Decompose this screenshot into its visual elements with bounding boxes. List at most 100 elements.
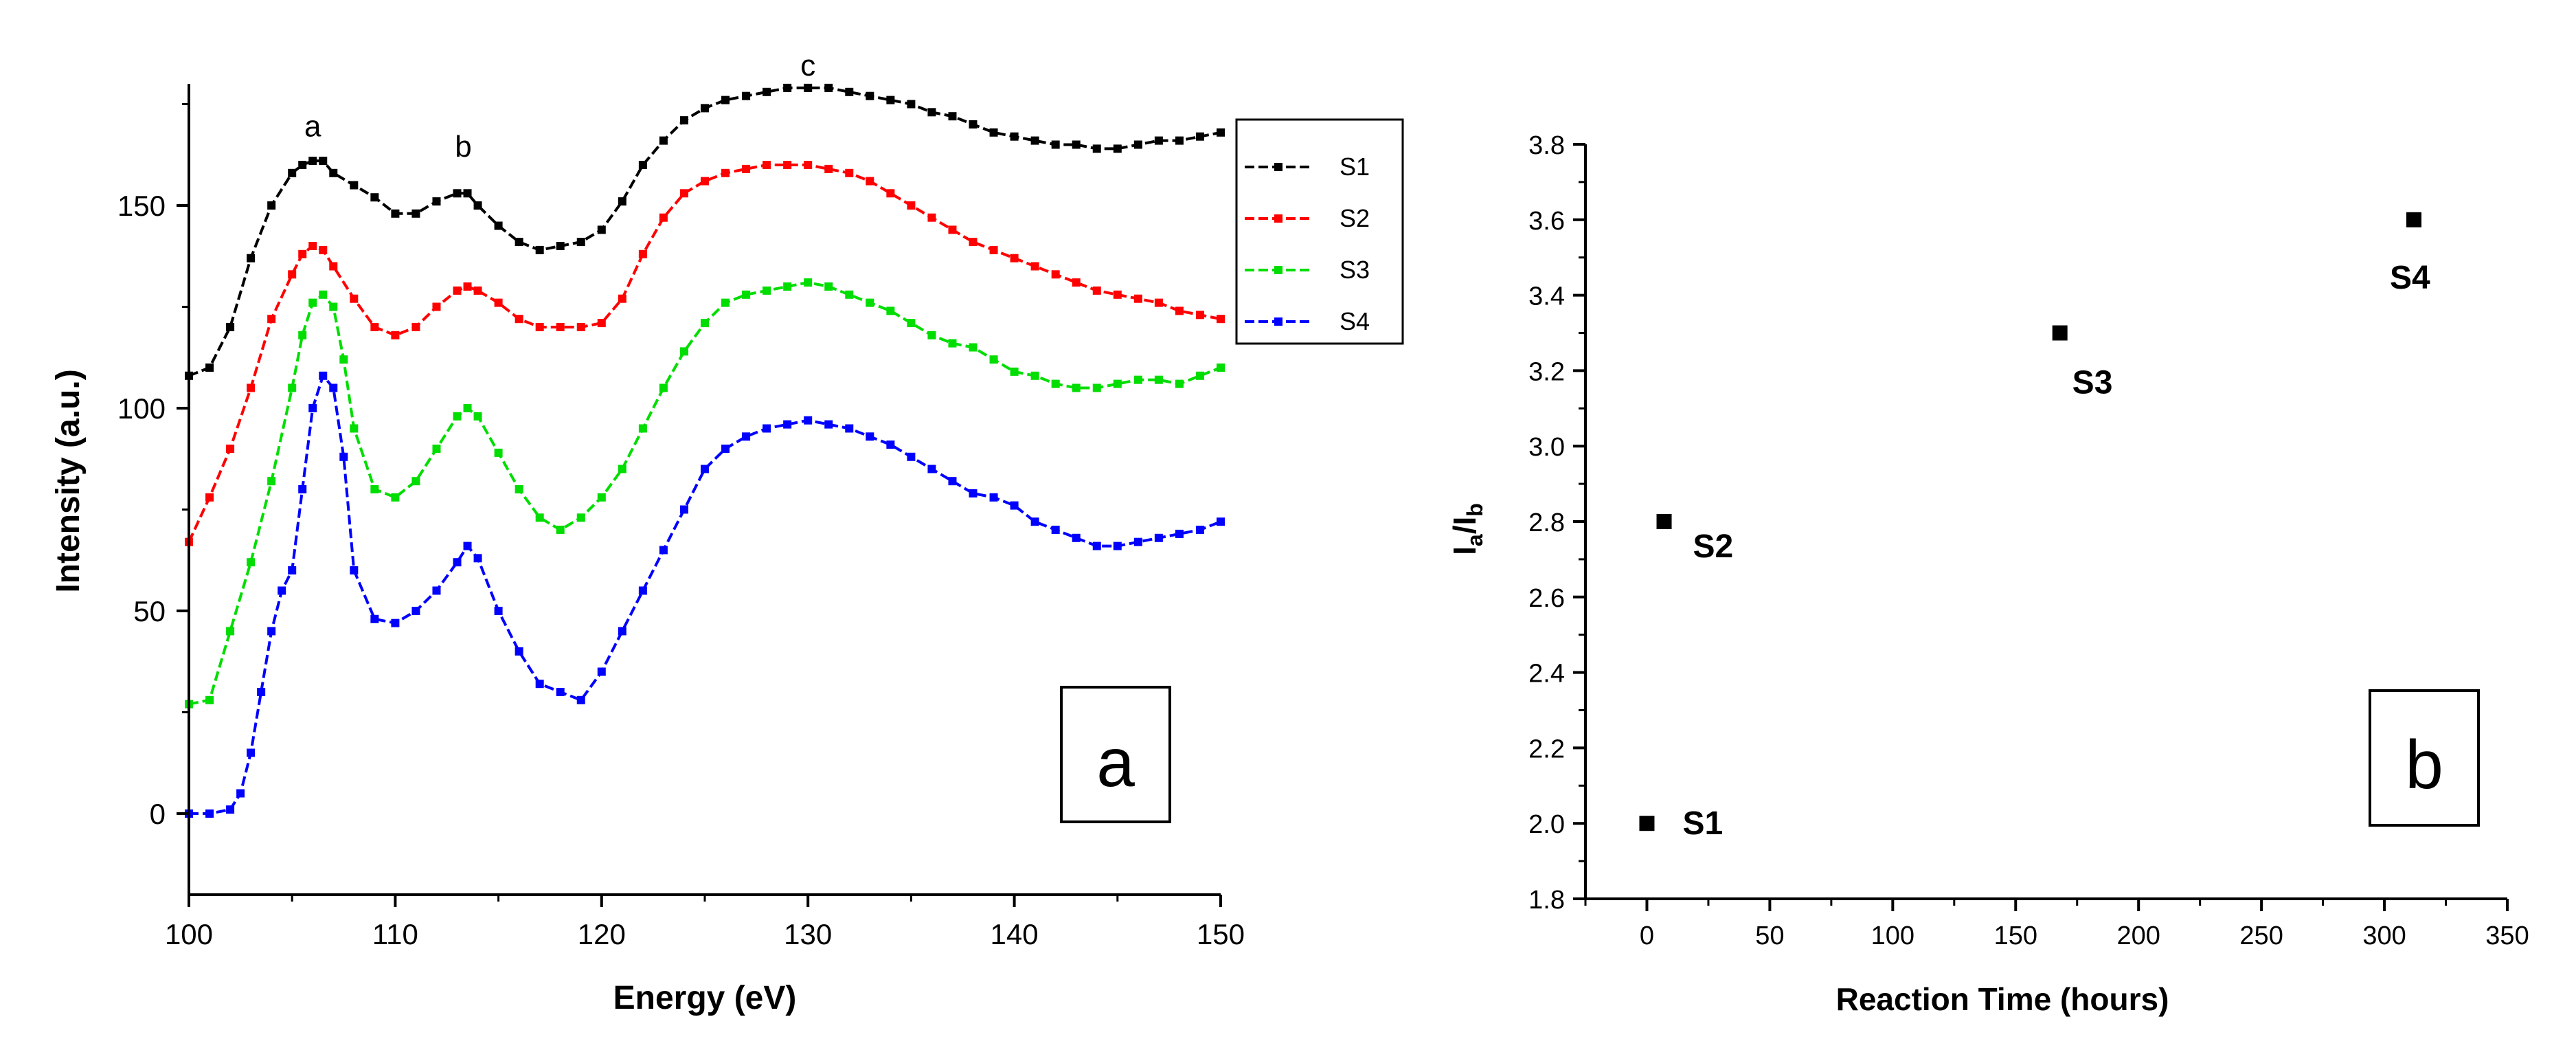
data-point-s1 [226, 323, 235, 331]
x-tick-label: 150 [1994, 921, 2037, 950]
data-point-s3 [1051, 379, 1060, 388]
data-point-s4 [391, 618, 400, 627]
data-point-s4 [638, 586, 647, 595]
data-point-s3 [1175, 379, 1184, 388]
data-point-s2 [1656, 514, 1672, 529]
x-ticks: 100 110 120 130 140 150 [165, 895, 1245, 950]
data-point-s4 [576, 695, 585, 704]
legend: S1 S2 S3 S4 [1235, 118, 1404, 345]
data-point-s3 [1010, 367, 1019, 376]
data-point-s4 [1051, 526, 1060, 534]
data-point-s3 [308, 298, 317, 307]
data-point-s3 [453, 412, 462, 421]
data-point-s2 [515, 315, 523, 324]
data-point-s1 [267, 201, 276, 210]
data-point-s1 [969, 120, 978, 129]
data-point-s4 [1010, 501, 1019, 510]
data-point-s2 [659, 213, 668, 222]
data-point-s2 [453, 286, 462, 295]
data-point-s4 [762, 424, 771, 433]
data-point-s1 [329, 168, 338, 177]
data-point-s1 [350, 181, 359, 190]
y-tick-label: 3.2 [1528, 357, 1565, 386]
data-point-s4 [1072, 533, 1081, 542]
data-point-s3 [2052, 325, 2068, 341]
data-point-s2 [783, 161, 792, 169]
data-point-s3 [907, 319, 916, 328]
data-point-s2 [1092, 286, 1101, 295]
legend-marker-s4 [1274, 317, 1283, 326]
panel-label-box-b [2369, 689, 2480, 827]
x-tick-label: 50 [1755, 921, 1784, 950]
data-point-s1 [205, 364, 214, 372]
data-point-s1 [804, 83, 813, 92]
data-point-s4 [288, 566, 297, 574]
data-point-s2 [1175, 306, 1184, 315]
data-point-s3 [597, 493, 606, 502]
data-point-s3 [762, 286, 771, 295]
panel-label-a: a [1096, 724, 1135, 801]
x-tick-label: 100 [165, 918, 213, 950]
data-point-s3 [391, 493, 400, 502]
data-point-s2 [1072, 278, 1081, 287]
data-point-s3 [679, 347, 688, 356]
data-point-s4 [1133, 537, 1142, 546]
data-point-s4 [339, 452, 348, 461]
data-point-s4 [226, 805, 235, 814]
data-point-s1 [989, 128, 998, 137]
data-point-s2 [329, 262, 338, 271]
data-point-s1 [247, 254, 256, 262]
data-point-s2 [319, 245, 328, 254]
data-point-s4 [783, 420, 792, 429]
data-point-s2 [927, 213, 936, 222]
legend-label-s1: S1 [1340, 153, 1370, 181]
data-point-s3 [350, 424, 359, 433]
data-point-s3 [319, 290, 328, 299]
data-point-s1 [391, 209, 400, 218]
y-label-sub-a: a [1462, 534, 1487, 546]
data-point-s4 [679, 505, 688, 514]
x-tick-label: 300 [2362, 921, 2406, 950]
data-point-s1 [886, 96, 895, 104]
data-point-s3 [701, 319, 709, 328]
data-point-s1 [783, 83, 792, 92]
data-point-s1 [1217, 128, 1225, 137]
data-point-s2 [701, 177, 709, 186]
data-point-s2 [1133, 294, 1142, 303]
series-line-s1 [188, 86, 1221, 377]
data-point-s1 [1030, 136, 1039, 145]
data-point-s4 [824, 420, 833, 429]
data-point-s1 [432, 197, 441, 206]
data-point-s1 [618, 197, 626, 206]
data-point-s1 [576, 238, 585, 247]
data-point-s4 [886, 440, 895, 449]
data-point-s1 [824, 83, 833, 92]
x-tick-label: 200 [2116, 921, 2160, 950]
data-point-s2 [824, 164, 833, 173]
data-point-s1 [308, 157, 317, 166]
x-axis-label: Reaction Time (hours) [1836, 981, 2169, 1017]
data-point-s1 [1195, 132, 1204, 141]
x-tick-label: 140 [991, 918, 1039, 950]
data-point-s2 [473, 286, 482, 295]
data-point-s1 [453, 189, 462, 198]
x-tick-label: 110 [372, 918, 418, 950]
data-point-s3 [411, 477, 420, 486]
data-point-s1 [1092, 144, 1101, 153]
data-point-s4 [597, 667, 606, 676]
data-point-s3 [267, 477, 276, 486]
data-point-s1 [1051, 140, 1060, 149]
x-tick-label: 100 [1871, 921, 1914, 950]
data-point-s2 [597, 319, 606, 328]
point-label-s2: S2 [1693, 528, 1734, 565]
data-point-s2 [1113, 290, 1122, 299]
data-point-s2 [350, 294, 359, 303]
data-point-s2 [1217, 315, 1225, 324]
data-point-s3 [370, 485, 379, 493]
data-point-s3 [845, 290, 854, 299]
y-tick-label: 1.8 [1528, 886, 1565, 915]
data-point-s3 [804, 278, 813, 287]
data-point-s4 [473, 554, 482, 563]
data-point-s3 [494, 448, 503, 457]
data-point-s3 [969, 343, 978, 352]
